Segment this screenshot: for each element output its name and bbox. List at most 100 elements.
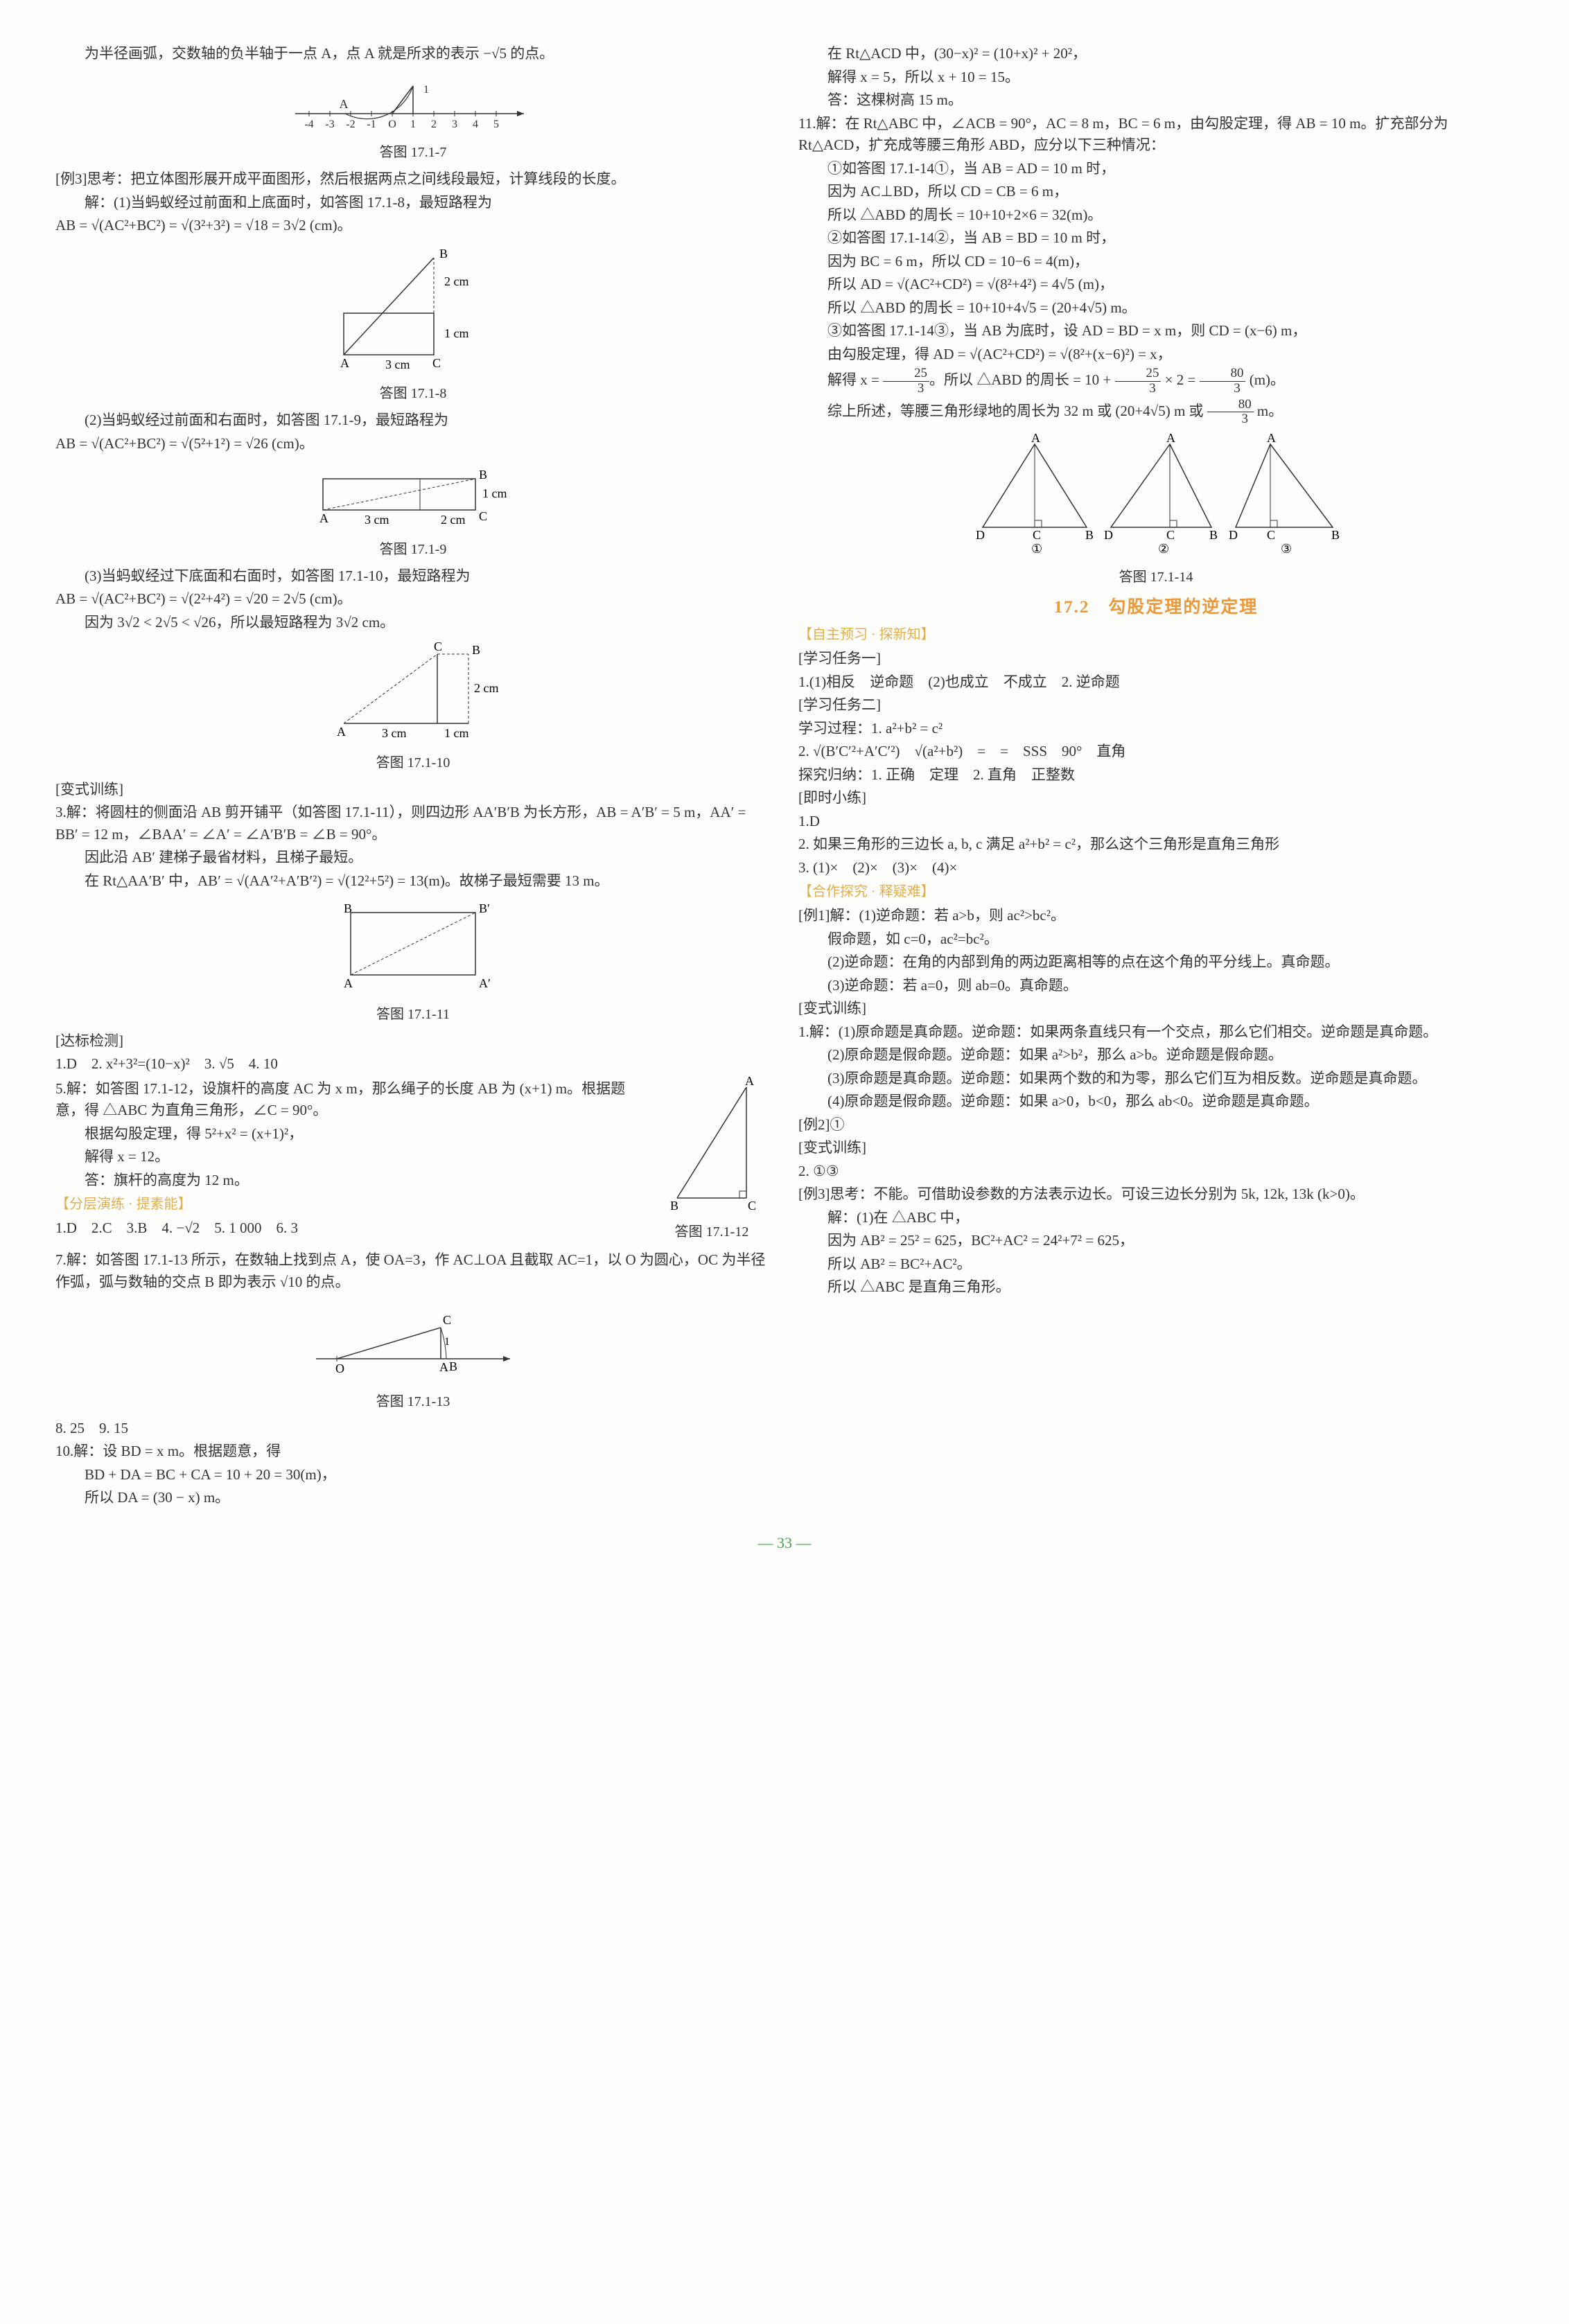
svg-text:C: C (748, 1199, 756, 1213)
svg-text:1 cm: 1 cm (482, 486, 507, 500)
svg-text:①: ① (1031, 542, 1042, 556)
para: 根据勾股定理，得 5²+x² = (x+1)²， (55, 1123, 646, 1145)
svg-text:1 cm: 1 cm (444, 326, 469, 340)
para: 2. √(B′C′²+A′C′²) √(a²+b²) = = SSS 90° 直… (798, 741, 1514, 763)
math-line: AB = √(AC²+BC²) = √(3²+3²) = √18 = 3√2 (… (55, 215, 771, 237)
svg-text:A: A (1166, 434, 1175, 445)
figure-17-1-12: A B C 答图 17.1-12 (653, 1077, 771, 1249)
para: 2. 如果三角形的三边长 a, b, c 满足 a²+b² = c²，那么这个三… (798, 834, 1514, 856)
para: 10.解：设 BD = x m。根据题意，得 (55, 1441, 771, 1463)
figure-caption: 答图 17.1-10 (55, 752, 771, 773)
svg-text:A: A (1267, 434, 1276, 445)
svg-text:1: 1 (423, 84, 429, 96)
para: (2)当蚂蚁经过前面和右面时，如答图 17.1-9，最短路程为 (55, 410, 771, 432)
svg-text:A: A (745, 1077, 754, 1088)
svg-text:C: C (443, 1313, 451, 1327)
figure-17-1-11: A B A′ B′ (55, 899, 771, 1003)
svg-text:-2: -2 (346, 118, 355, 130)
answers: 1.D 2.C 3.B 4. −√2 5. 1 000 6. 3 (55, 1217, 646, 1240)
figure-caption: 答图 17.1-13 (55, 1391, 771, 1412)
svg-text:B: B (449, 1359, 457, 1373)
svg-text:A: A (337, 725, 346, 739)
para: 答：旗杆的高度为 12 m。 (55, 1170, 646, 1192)
svg-text:②: ② (1158, 542, 1169, 556)
svg-text:B: B (479, 468, 487, 482)
para: (2)原命题是假命题。逆命题：如果 a²>b²，那么 a>b。逆命题是假命题。 (798, 1044, 1514, 1066)
subheading: [学习任务二] (798, 694, 1514, 716)
para: (3)原命题是真命题。逆命题：如果两个数的和为零，那么它们互为相反数。逆命题是真… (798, 1068, 1514, 1090)
para: 3.解：将圆柱的侧面沿 AB 剪开铺平（如答图 17.1-11），则四边形 AA… (55, 802, 771, 845)
svg-text:C: C (1267, 528, 1275, 542)
svg-text:5: 5 (493, 118, 499, 130)
figure-caption: 答图 17.1-11 (55, 1004, 771, 1025)
para: 所以 AB² = BC²+AC²。 (798, 1253, 1514, 1276)
para: ①如答图 17.1-14①，当 AB = AD = 10 m 时， (798, 158, 1514, 180)
svg-text:C: C (1033, 528, 1041, 542)
para: BD + DA = BC + CA = 10 + 20 = 30(m)， (55, 1464, 771, 1486)
svg-text:A: A (439, 1360, 448, 1374)
svg-text:B: B (1085, 528, 1094, 542)
svg-text:3: 3 (452, 118, 457, 130)
figure-17-1-10: A C B 3 cm 1 cm 2 cm (55, 640, 771, 751)
svg-text:D: D (1229, 528, 1238, 542)
svg-text:A: A (1031, 434, 1040, 445)
subheading: [即时小练] (798, 787, 1514, 809)
para: 为半径画弧，交数轴的负半轴于一点 A，点 A 就是所求的表示 −√5 的点。 (55, 43, 771, 65)
para: [例2]① (798, 1114, 1514, 1136)
para: 假命题，如 c=0，ac²=bc²。 (798, 928, 1514, 951)
svg-text:C: C (479, 509, 487, 523)
para: 探究归纳：1. 正确 定理 2. 直角 正整数 (798, 764, 1514, 786)
para: [例1]解：(1)逆命题：若 a>b，则 ac²>bc²。 (798, 905, 1514, 927)
para: 解：(1)在 △ABC 中， (798, 1207, 1514, 1229)
svg-text:-4: -4 (304, 118, 313, 130)
figure-17-1-8: A C B 3 cm 2 cm 1 cm (55, 244, 771, 382)
para: 所以 AD = √(AC²+CD²) = √(8²+4²) = 4√5 (m)， (798, 274, 1514, 296)
svg-text:B: B (439, 247, 448, 261)
svg-text:B: B (1209, 528, 1218, 542)
page-number: — 33 — (55, 1531, 1514, 1554)
svg-text:A: A (340, 97, 349, 111)
para: 综上所述，等腰三角形绿地的周长为 32 m 或 (20+4√5) m 或 803… (798, 398, 1514, 428)
para: 解得 x = 12。 (55, 1146, 646, 1168)
para: 解得 x = 5，所以 x + 10 = 15。 (798, 67, 1514, 89)
para: 11.解：在 Rt△ABC 中，∠ACB = 90°，AC = 8 m，BC =… (798, 113, 1514, 157)
svg-text:3 cm: 3 cm (385, 358, 410, 371)
para: ③如答图 17.1-14③，当 AB 为底时，设 AD = BD = x m，则… (798, 320, 1514, 342)
figure-17-1-7: -4-3-2 -1O1 234 5 A 1 (55, 72, 771, 141)
math-line: AB = √(AC²+BC²) = √(2²+4²) = √20 = 2√5 (… (55, 588, 771, 610)
svg-text:③: ③ (1281, 542, 1292, 556)
svg-text:O: O (335, 1362, 344, 1375)
page: 为半径画弧，交数轴的负半轴于一点 A，点 A 就是所求的表示 −√5 的点。 -… (55, 42, 1514, 1511)
subheading: 【分层演练 · 提素能】 (55, 1194, 646, 1215)
svg-text:A: A (344, 976, 353, 990)
section-heading: 17.2 勾股定理的逆定理 (798, 595, 1514, 621)
math-line: AB = √(AC²+BC²) = √(5²+1²) = √26 (cm)。 (55, 433, 771, 455)
svg-text:B: B (344, 901, 352, 915)
svg-text:1 cm: 1 cm (444, 726, 469, 740)
para: 1.D (798, 811, 1514, 833)
svg-text:-3: -3 (325, 118, 334, 130)
para: 在 Rt△ACD 中，(30−x)² = (10+x)² + 20²， (798, 43, 1514, 65)
right-column: 在 Rt△ACD 中，(30−x)² = (10+x)² + 20²， 解得 x… (798, 42, 1514, 1511)
para: 在 Rt△AA′B′ 中，AB′ = √(AA′²+A′B′²) = √(12²… (55, 870, 771, 892)
para: 1.解：(1)原命题是真命题。逆命题：如果两条直线只有一个交点，那么它们相交。逆… (798, 1021, 1514, 1044)
subheading: [学习任务一] (798, 648, 1514, 670)
para: [例3]思考：把立体图形展开成平面图形，然后根据两点之间线段最短，计算线段的长度… (55, 168, 771, 191)
figure-17-1-14: A D C B ① A D C B ② A (798, 434, 1514, 565)
para: 因为 BC = 6 m，所以 CD = 10−6 = 4(m)， (798, 251, 1514, 273)
svg-text:3 cm: 3 cm (382, 726, 407, 740)
para: 答：这棵树高 15 m。 (798, 89, 1514, 112)
para: 3. (1)× (2)× (3)× (4)× (798, 857, 1514, 879)
svg-text:3 cm: 3 cm (365, 513, 389, 527)
para: 因为 3√2 < 2√5 < √26，所以最短路程为 3√2 cm。 (55, 612, 771, 634)
figure-17-1-9: A B C 3 cm 2 cm 1 cm (55, 461, 771, 538)
para: 学习过程：1. a²+b² = c² (798, 718, 1514, 740)
svg-text:B: B (1331, 528, 1340, 542)
svg-text:2 cm: 2 cm (441, 513, 466, 527)
para: 5.解：如答图 17.1-12，设旗杆的高度 AC 为 x m，那么绳子的长度 … (55, 1078, 646, 1122)
figure-caption: 答图 17.1-8 (55, 383, 771, 404)
svg-text:C: C (434, 640, 442, 653)
svg-text:-1: -1 (367, 118, 376, 130)
svg-text:2 cm: 2 cm (474, 681, 499, 695)
figure-caption: 答图 17.1-7 (55, 142, 771, 163)
